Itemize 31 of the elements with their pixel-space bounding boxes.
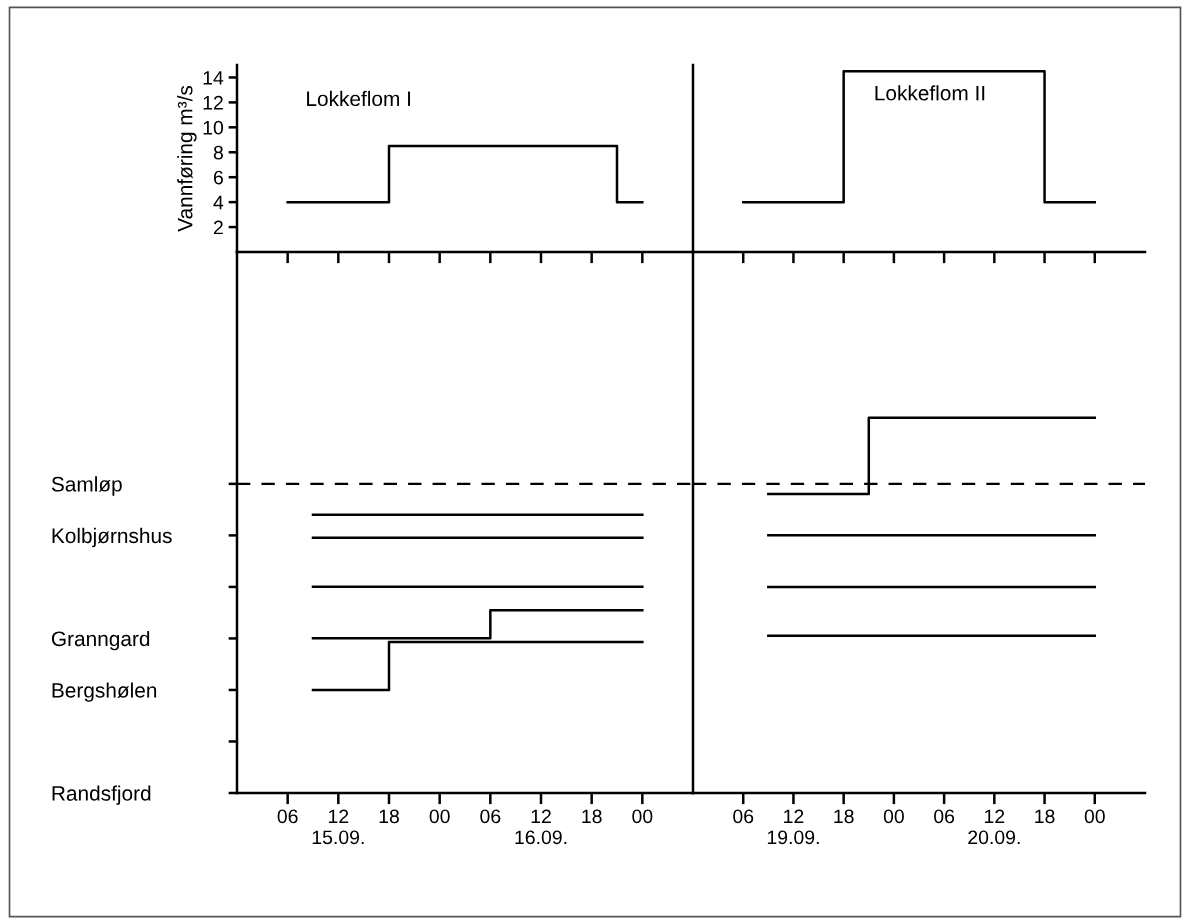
category-label: Granngard [51, 630, 150, 651]
category-label: Randsfjord [52, 785, 151, 805]
category-label: Kolbjørnshus [52, 527, 172, 548]
x-tick-label: 06 [480, 809, 501, 824]
y-tick-label: 8 [213, 145, 223, 160]
category-label: Samløp [51, 476, 122, 496]
x-tick-label: 12 16.09. [515, 809, 567, 845]
x-tick-label: 18 [582, 809, 602, 824]
y-tick-label: 4 [213, 195, 224, 210]
y-tick-label: 10 [203, 120, 224, 135]
annotation: Lokkeflom II [875, 85, 985, 101]
annotation: Lokkeflom I [307, 90, 411, 107]
x-tick-label: 00 [429, 809, 450, 824]
x-tick-label: 12 15.09. [312, 809, 364, 845]
x-tick-label: 18 [379, 809, 399, 824]
y-tick-label: 12 [203, 95, 223, 110]
y-tick-label: 2 [213, 220, 223, 235]
y-tick-label: 14 [203, 71, 224, 85]
x-tick-label: 00 [632, 809, 653, 824]
x-tick-label: 06 [934, 809, 955, 824]
y-axis-title: Vannføring m³/s [177, 85, 197, 232]
x-tick-label: 00 [1084, 809, 1105, 824]
x-tick-label: 12 20.09. [968, 809, 1020, 845]
y-tick-label: 6 [213, 170, 223, 185]
x-tick-label: 06 [277, 809, 298, 824]
x-tick-label: 18 [834, 809, 854, 824]
x-tick-label: 12 19.09. [767, 809, 819, 845]
category-label: Bergshølen [52, 682, 157, 702]
x-tick-label: 00 [883, 809, 904, 824]
x-tick-label: 06 [733, 809, 754, 824]
x-tick-label: 18 [1035, 809, 1055, 824]
